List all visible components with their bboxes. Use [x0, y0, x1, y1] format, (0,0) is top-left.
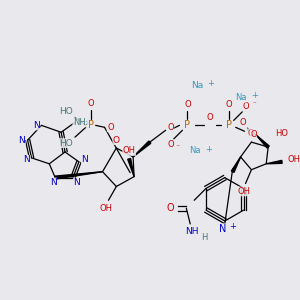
- Text: HO: HO: [59, 107, 73, 116]
- Text: NH: NH: [185, 227, 199, 236]
- Text: O: O: [207, 113, 213, 122]
- Text: HO: HO: [275, 129, 289, 138]
- Text: ⁻: ⁻: [253, 102, 256, 108]
- Polygon shape: [133, 141, 151, 157]
- Polygon shape: [231, 157, 241, 172]
- Polygon shape: [128, 158, 134, 177]
- Text: O: O: [167, 140, 174, 148]
- Text: ⁻: ⁻: [175, 142, 180, 152]
- Text: N: N: [33, 121, 40, 130]
- Text: O: O: [87, 99, 94, 108]
- Text: O: O: [167, 123, 174, 132]
- Text: HO: HO: [59, 139, 73, 148]
- Text: N: N: [18, 136, 25, 145]
- Text: OH: OH: [237, 187, 250, 196]
- Polygon shape: [256, 135, 269, 148]
- Text: O: O: [225, 100, 232, 109]
- Text: +: +: [251, 91, 258, 100]
- Text: OH: OH: [287, 155, 300, 164]
- Text: O: O: [184, 100, 190, 109]
- Text: N: N: [81, 155, 88, 164]
- Text: P: P: [184, 120, 190, 130]
- Text: N: N: [50, 178, 57, 187]
- Text: N: N: [219, 224, 226, 234]
- Text: N: N: [23, 155, 30, 164]
- Text: OH: OH: [123, 146, 136, 155]
- Text: H: H: [201, 233, 207, 242]
- Text: +: +: [206, 145, 212, 154]
- Text: N: N: [74, 178, 80, 187]
- Text: O: O: [239, 118, 246, 127]
- Text: NH₂: NH₂: [73, 118, 89, 127]
- Text: P: P: [226, 120, 232, 130]
- Text: O: O: [107, 123, 114, 132]
- Text: Na: Na: [190, 146, 201, 155]
- Text: Na: Na: [235, 93, 246, 102]
- Text: O: O: [250, 130, 257, 139]
- Text: +: +: [229, 222, 236, 231]
- Text: P: P: [88, 120, 94, 130]
- Text: O: O: [113, 136, 120, 145]
- Text: Na: Na: [191, 81, 203, 90]
- Polygon shape: [266, 160, 282, 164]
- Text: OH: OH: [100, 204, 113, 213]
- Text: O: O: [167, 203, 174, 213]
- Text: O: O: [242, 102, 249, 111]
- Text: +: +: [208, 80, 214, 88]
- Polygon shape: [55, 172, 103, 179]
- Text: O: O: [247, 129, 254, 138]
